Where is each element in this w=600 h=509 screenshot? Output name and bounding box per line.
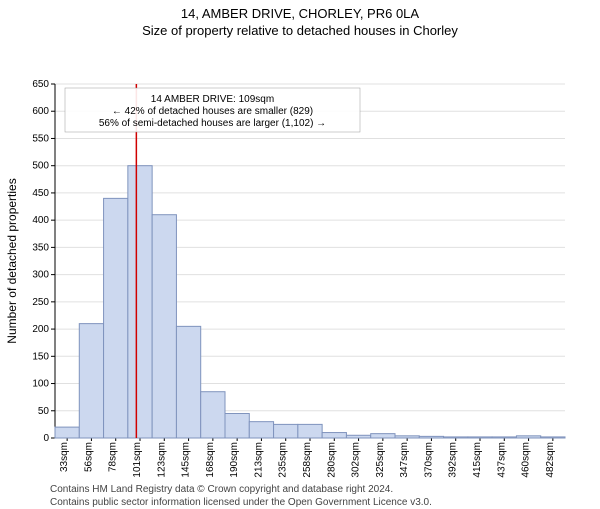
bar bbox=[395, 436, 419, 438]
bar bbox=[128, 166, 152, 438]
bar bbox=[444, 437, 468, 438]
svg-text:258sqm: 258sqm bbox=[302, 442, 313, 478]
svg-text:550: 550 bbox=[32, 133, 49, 144]
svg-text:415sqm: 415sqm bbox=[472, 442, 483, 478]
annotation-line: 14 AMBER DRIVE: 109sqm bbox=[151, 94, 274, 105]
svg-text:437sqm: 437sqm bbox=[496, 442, 507, 478]
svg-text:302sqm: 302sqm bbox=[351, 442, 362, 478]
svg-text:200: 200 bbox=[32, 324, 49, 335]
svg-text:235sqm: 235sqm bbox=[278, 442, 289, 478]
svg-text:123sqm: 123sqm bbox=[156, 442, 167, 478]
y-axis-label: Number of detached properties bbox=[5, 178, 19, 343]
chart-container: 14, AMBER DRIVE, CHORLEY, PR6 0LA Size o… bbox=[0, 0, 600, 500]
bar bbox=[225, 413, 249, 438]
svg-text:0: 0 bbox=[43, 433, 49, 444]
svg-text:370sqm: 370sqm bbox=[423, 442, 434, 478]
footer-line-1: Contains HM Land Registry data © Crown c… bbox=[50, 484, 590, 497]
bar bbox=[541, 437, 565, 438]
footer: Contains HM Land Registry data © Crown c… bbox=[0, 482, 600, 509]
bar bbox=[322, 433, 346, 438]
annotation-line: 56% of semi-detached houses are larger (… bbox=[99, 118, 326, 129]
annotation-line: ← 42% of detached houses are smaller (82… bbox=[112, 106, 313, 117]
page-title: 14, AMBER DRIVE, CHORLEY, PR6 0LA bbox=[0, 0, 600, 21]
svg-text:400: 400 bbox=[32, 215, 49, 226]
svg-text:213sqm: 213sqm bbox=[253, 442, 264, 478]
bar bbox=[371, 434, 395, 438]
bar bbox=[468, 437, 492, 438]
annotation-box: 14 AMBER DRIVE: 109sqm← 42% of detached … bbox=[65, 88, 360, 132]
svg-text:168sqm: 168sqm bbox=[205, 442, 216, 478]
chart-subtitle: Size of property relative to detached ho… bbox=[0, 21, 600, 38]
svg-text:33sqm: 33sqm bbox=[59, 442, 70, 472]
svg-text:190sqm: 190sqm bbox=[229, 442, 240, 478]
bar bbox=[346, 435, 370, 438]
x-axis-label: Distribution of detached houses by size … bbox=[177, 481, 443, 482]
svg-text:650: 650 bbox=[32, 79, 49, 90]
bar bbox=[55, 427, 79, 438]
bar bbox=[152, 215, 176, 438]
svg-text:482sqm: 482sqm bbox=[545, 442, 556, 478]
bar bbox=[79, 324, 103, 438]
svg-text:280sqm: 280sqm bbox=[326, 442, 337, 478]
svg-text:56sqm: 56sqm bbox=[83, 442, 94, 472]
svg-text:350: 350 bbox=[32, 242, 49, 253]
svg-text:325sqm: 325sqm bbox=[375, 442, 386, 478]
svg-text:600: 600 bbox=[32, 106, 49, 117]
bar bbox=[298, 424, 322, 438]
svg-text:145sqm: 145sqm bbox=[181, 442, 192, 478]
bar bbox=[274, 424, 298, 438]
svg-text:101sqm: 101sqm bbox=[132, 442, 143, 478]
bar bbox=[104, 198, 128, 438]
svg-text:250: 250 bbox=[32, 297, 49, 308]
svg-text:100: 100 bbox=[32, 379, 49, 390]
svg-text:78sqm: 78sqm bbox=[108, 442, 119, 472]
svg-text:300: 300 bbox=[32, 270, 49, 281]
svg-text:392sqm: 392sqm bbox=[448, 442, 459, 478]
bar bbox=[492, 437, 516, 438]
bar bbox=[176, 326, 200, 438]
svg-text:150: 150 bbox=[32, 351, 49, 362]
histogram-chart: 0 50 100 150 200 250 300 350 400 450 500 550 600 650 3… bbox=[0, 38, 600, 482]
bar bbox=[516, 436, 540, 438]
footer-line-2: Contains public sector information licen… bbox=[50, 497, 590, 509]
svg-text:347sqm: 347sqm bbox=[399, 442, 410, 478]
svg-text:450: 450 bbox=[32, 188, 49, 199]
bar bbox=[201, 392, 225, 438]
bar bbox=[419, 436, 443, 438]
svg-text:460sqm: 460sqm bbox=[521, 442, 532, 478]
svg-text:50: 50 bbox=[38, 406, 50, 417]
svg-text:500: 500 bbox=[32, 161, 49, 172]
bar bbox=[249, 422, 273, 438]
